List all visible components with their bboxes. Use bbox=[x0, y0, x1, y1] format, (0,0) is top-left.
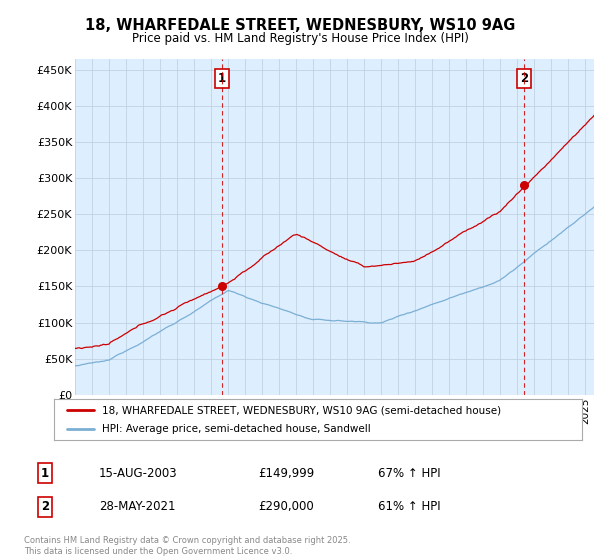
Text: 18, WHARFEDALE STREET, WEDNESBURY, WS10 9AG (semi-detached house): 18, WHARFEDALE STREET, WEDNESBURY, WS10 … bbox=[101, 405, 500, 415]
Text: 61% ↑ HPI: 61% ↑ HPI bbox=[378, 500, 440, 514]
Text: £290,000: £290,000 bbox=[258, 500, 314, 514]
Text: 28-MAY-2021: 28-MAY-2021 bbox=[99, 500, 176, 514]
Text: Contains HM Land Registry data © Crown copyright and database right 2025.
This d: Contains HM Land Registry data © Crown c… bbox=[24, 536, 350, 556]
Text: 1: 1 bbox=[218, 72, 226, 85]
Text: 67% ↑ HPI: 67% ↑ HPI bbox=[378, 466, 440, 480]
Text: 15-AUG-2003: 15-AUG-2003 bbox=[99, 466, 178, 480]
Text: 18, WHARFEDALE STREET, WEDNESBURY, WS10 9AG: 18, WHARFEDALE STREET, WEDNESBURY, WS10 … bbox=[85, 18, 515, 34]
Text: HPI: Average price, semi-detached house, Sandwell: HPI: Average price, semi-detached house,… bbox=[101, 424, 370, 433]
Text: 2: 2 bbox=[520, 72, 529, 85]
Text: 1: 1 bbox=[41, 466, 49, 480]
Text: £149,999: £149,999 bbox=[258, 466, 314, 480]
Text: Price paid vs. HM Land Registry's House Price Index (HPI): Price paid vs. HM Land Registry's House … bbox=[131, 32, 469, 45]
Text: 2: 2 bbox=[41, 500, 49, 514]
